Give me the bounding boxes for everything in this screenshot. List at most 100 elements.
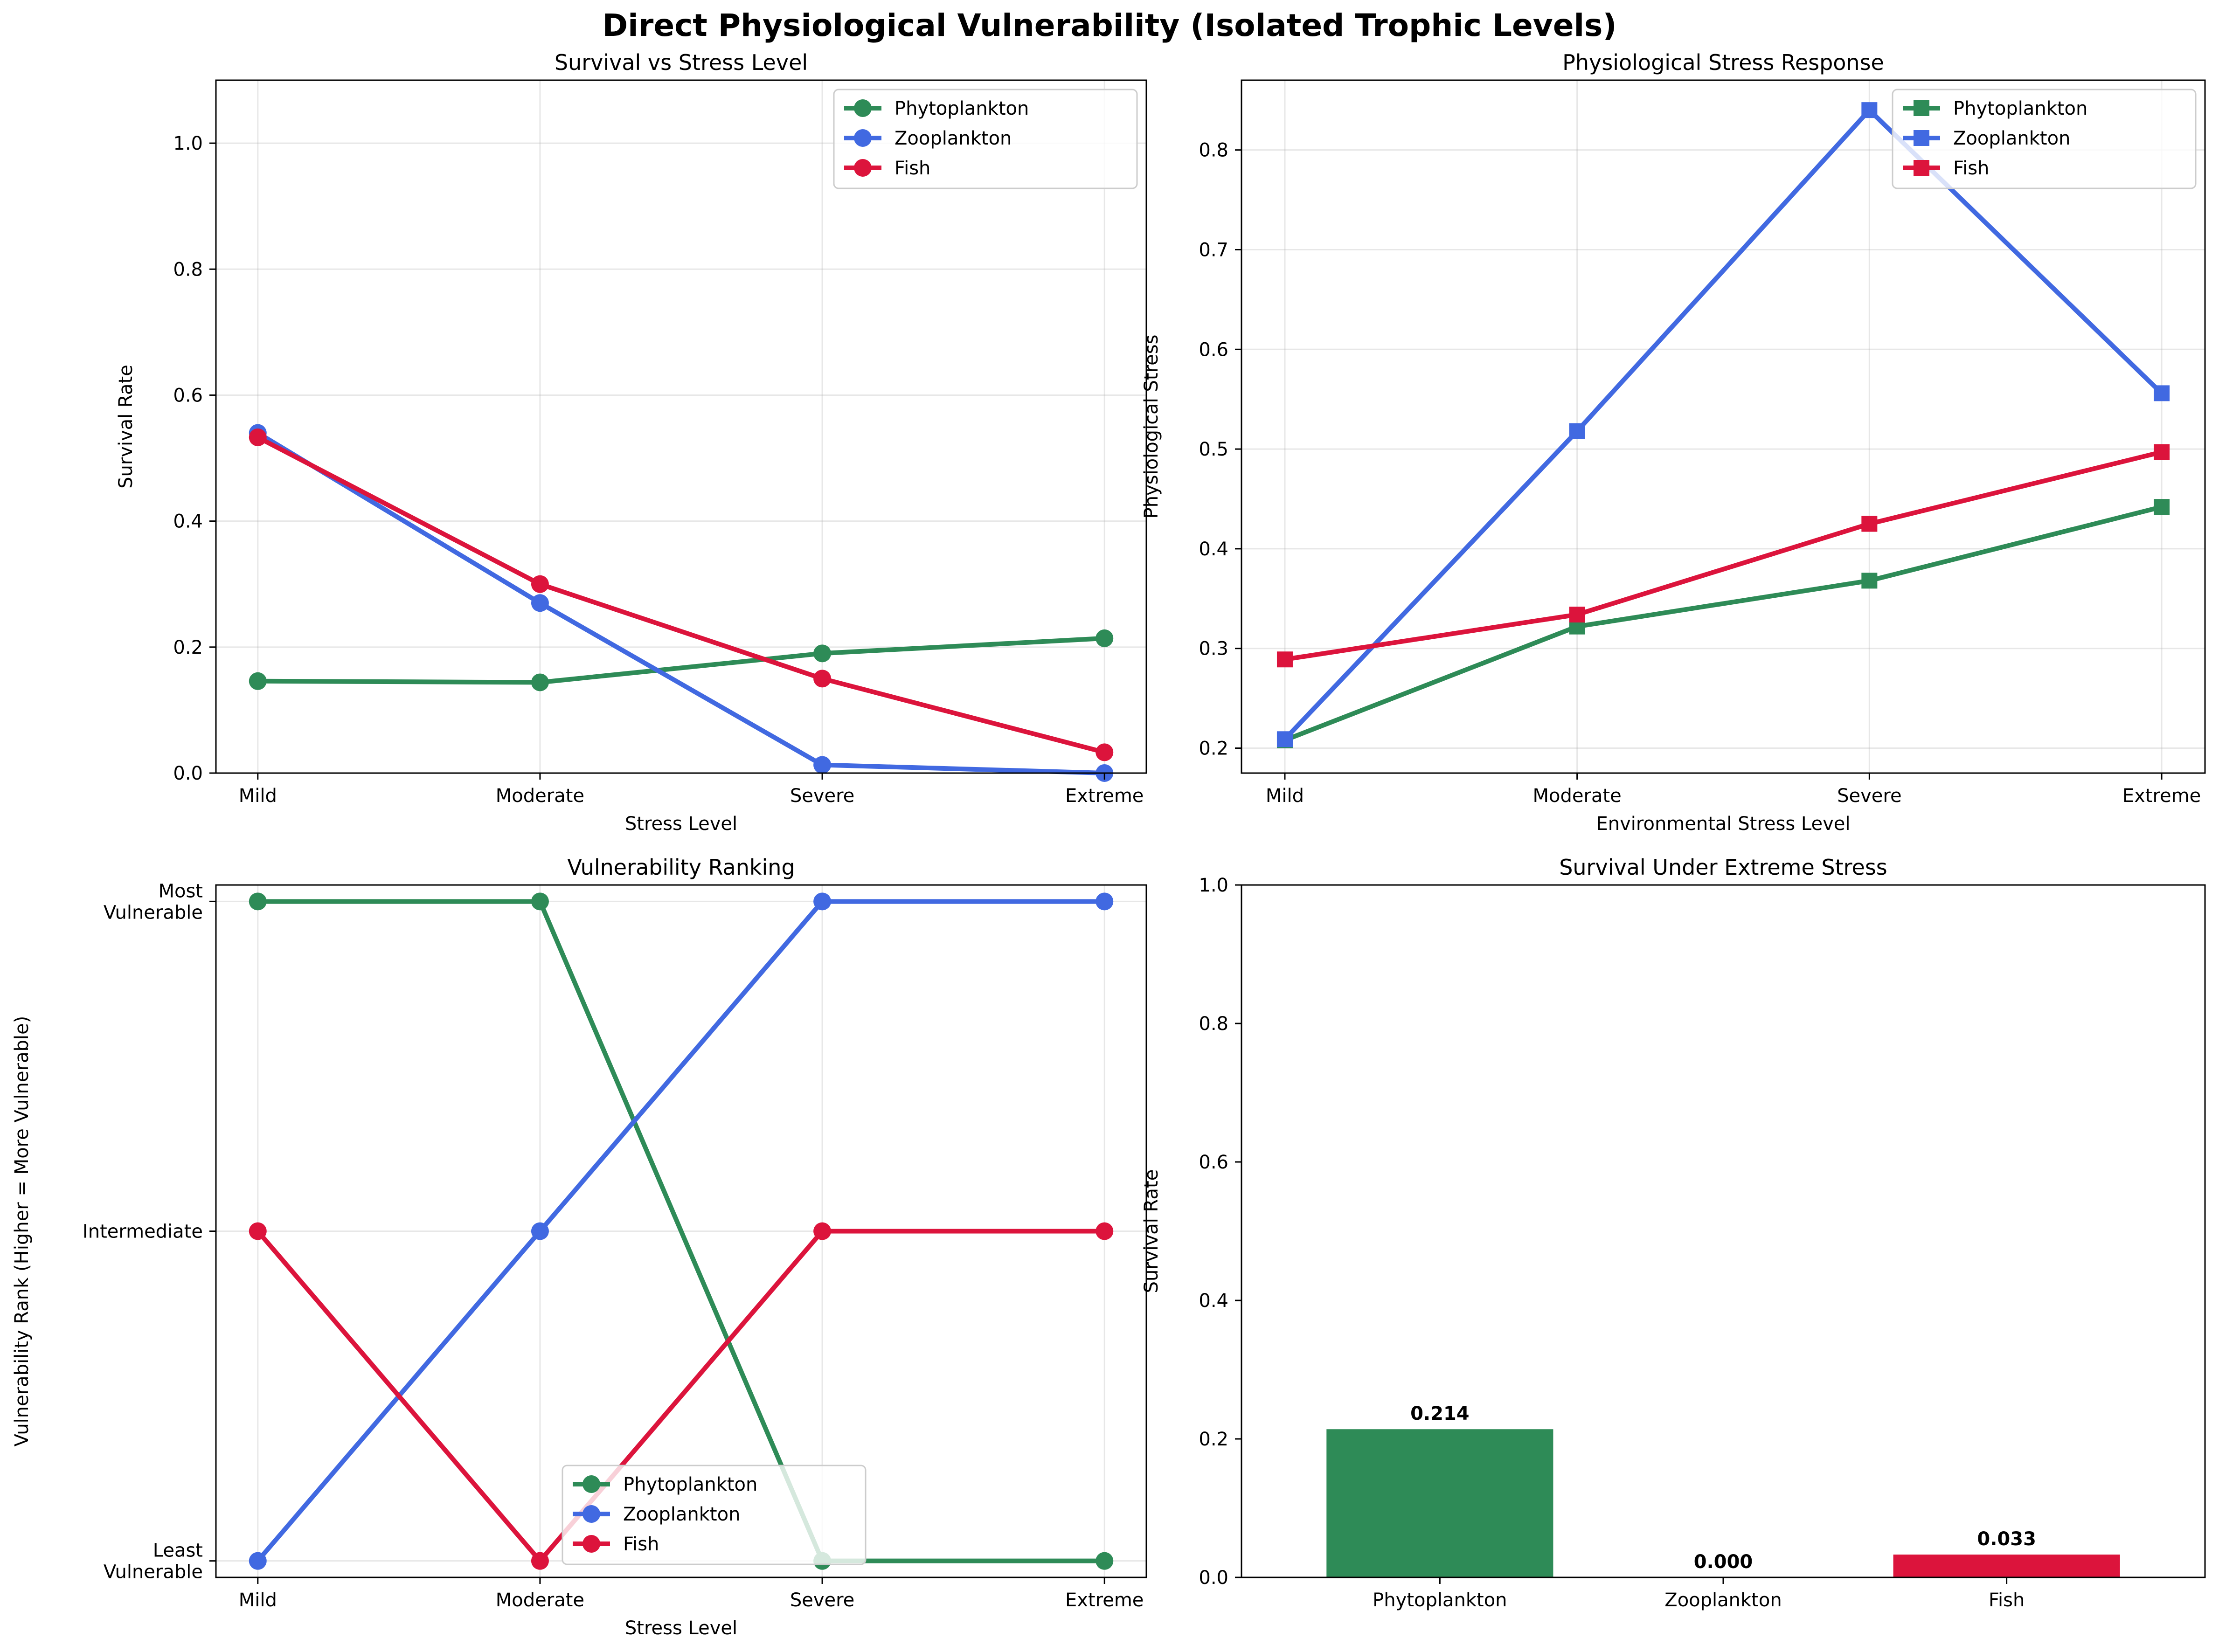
x-axis-label: Stress Level [625, 1617, 737, 1639]
plot-frame [215, 79, 1147, 774]
legend-frame [1892, 89, 2197, 189]
y-tick-label: 0.0 [173, 763, 203, 784]
y-tick-label: 0.4 [1199, 1290, 1228, 1312]
x-axis-label: Environmental Stress Level [1596, 813, 1851, 835]
data-point-phytoplankton [1096, 629, 1114, 647]
bar-phytoplankton [1326, 1429, 1553, 1577]
data-point-fish [1276, 651, 1293, 668]
legend-marker [582, 1475, 600, 1493]
data-point-fish [1861, 516, 1878, 532]
y-tick-label-line: Least [153, 1540, 203, 1562]
y-tick-label: 0.2 [1199, 1429, 1228, 1450]
data-point-zooplankton [1096, 892, 1114, 911]
data-point-zooplankton [813, 892, 832, 911]
y-tick-label: 1.0 [1199, 875, 1228, 896]
y-tick-label: Least Vulnerable [104, 1540, 203, 1583]
legend: Phytoplankton Zooplankton Fish [833, 89, 1138, 189]
series-line-phytoplankton [255, 899, 1107, 1563]
extreme-survival-panel: 0.214 0.000 0.033 Phytoplankton Zooplankton F… [1141, 855, 2206, 1611]
data-point-phytoplankton [2154, 499, 2170, 515]
data-point-zooplankton [813, 756, 832, 774]
x-tick-label: Mild [239, 785, 277, 807]
series-line-fish [255, 1229, 1107, 1563]
y-tick-label-line: Vulnerable [104, 902, 203, 923]
y-tick-label: 0.0 [1199, 1567, 1228, 1589]
data-point-zooplankton [1276, 731, 1293, 747]
legend-entry: Phytoplankton [623, 1474, 757, 1495]
legend-marker [1914, 160, 1929, 176]
data-point-phytoplankton [249, 892, 267, 911]
data-point-fish [249, 1222, 267, 1240]
legend-marker [1914, 130, 1929, 146]
legend-marker [582, 1535, 600, 1553]
data-point-fish [1096, 1222, 1114, 1240]
legend-marker [854, 159, 872, 177]
y-tick-label: 0.3 [1199, 638, 1228, 660]
y-tick-label: 1.0 [173, 133, 203, 154]
legend-entry: Fish [895, 158, 930, 179]
legend-entry: Zooplankton [623, 1504, 740, 1525]
data-point-zooplankton [531, 594, 549, 612]
x-tick-label: Zooplankton [1664, 1590, 1782, 1611]
legend-entry: Phytoplankton [1953, 98, 2087, 119]
data-point-phytoplankton [813, 644, 832, 663]
x-axis-label: Stress Level [625, 813, 737, 835]
y-axis-label: Physiological Stress [1141, 335, 1162, 519]
x-tick-label: Moderate [496, 785, 584, 807]
y-tick-label: 0.8 [1199, 140, 1228, 161]
plot-frame [1241, 79, 2206, 774]
data-point-phytoplankton [531, 892, 549, 911]
stress-response-panel: Mild Moderate Severe Extreme 0.2 0.3 0.4 0.5 0.6… [1141, 50, 2206, 835]
bar-value-label: 0.033 [1977, 1528, 2036, 1550]
data-point-phytoplankton [1096, 1552, 1114, 1570]
series-line-zooplankton [1282, 108, 2164, 742]
y-tick-label: 0.6 [1199, 1152, 1228, 1173]
legend-frame [833, 89, 1138, 189]
x-tick-label: Fish [1989, 1590, 2025, 1611]
data-point-phytoplankton [1861, 573, 1878, 589]
y-axis-label: Survival Rate [115, 365, 137, 489]
panel-title: Vulnerability Ranking [567, 855, 795, 880]
legend-marker [854, 99, 872, 117]
x-tick-label: Mild [239, 1590, 277, 1611]
y-tick-label: 0.6 [1199, 339, 1228, 360]
series-line-phytoplankton [255, 636, 1107, 685]
y-tick-label: 0.4 [173, 511, 203, 532]
x-tick-label: Extreme [1065, 785, 1144, 807]
legend-frame [562, 1465, 867, 1565]
y-tick-label: 0.6 [173, 385, 203, 406]
y-tick-label: 0.8 [173, 259, 203, 280]
y-tick-label-line: Most [158, 880, 203, 902]
y-tick-label: 0.2 [173, 637, 203, 658]
data-point-fish [1096, 743, 1114, 761]
y-tick-label: 0.8 [1199, 1013, 1228, 1035]
data-point-phytoplankton [249, 672, 267, 690]
legend-entry: Zooplankton [895, 128, 1012, 149]
data-point-zooplankton [249, 1552, 267, 1570]
series-line-zooplankton [255, 430, 1107, 775]
bar-fish [1893, 1554, 2120, 1577]
series-line-fish [255, 435, 1107, 755]
data-point-fish [531, 1552, 549, 1570]
legend-entry: Zooplankton [1953, 128, 2070, 149]
legend-marker [582, 1505, 600, 1523]
data-point-fish [813, 1222, 832, 1240]
y-tick-label: 0.5 [1199, 439, 1228, 460]
data-point-zooplankton [531, 1222, 549, 1240]
x-tick-label: Extreme [1065, 1590, 1144, 1611]
legend-marker [1914, 100, 1929, 116]
y-axis-label: Survival Rate [1141, 1169, 1162, 1293]
x-tick-label: Severe [1837, 785, 1901, 807]
survival-vs-stress-panel: Mild Moderate Severe Extreme 0.0 0.2 0.4 0.6 0.8… [115, 50, 1147, 835]
panel-title: Survival vs Stress Level [555, 50, 808, 75]
data-point-zooplankton [1569, 423, 1585, 439]
series-line-fish [1282, 449, 2164, 662]
panel-title: Survival Under Extreme Stress [1559, 855, 1887, 880]
legend-entry: Fish [623, 1534, 659, 1555]
legend: Phytoplankton Zooplankton Fish [1892, 89, 2197, 189]
legend-entry: Phytoplankton [895, 98, 1029, 119]
data-point-phytoplankton [531, 673, 549, 691]
data-point-fish [813, 670, 832, 688]
